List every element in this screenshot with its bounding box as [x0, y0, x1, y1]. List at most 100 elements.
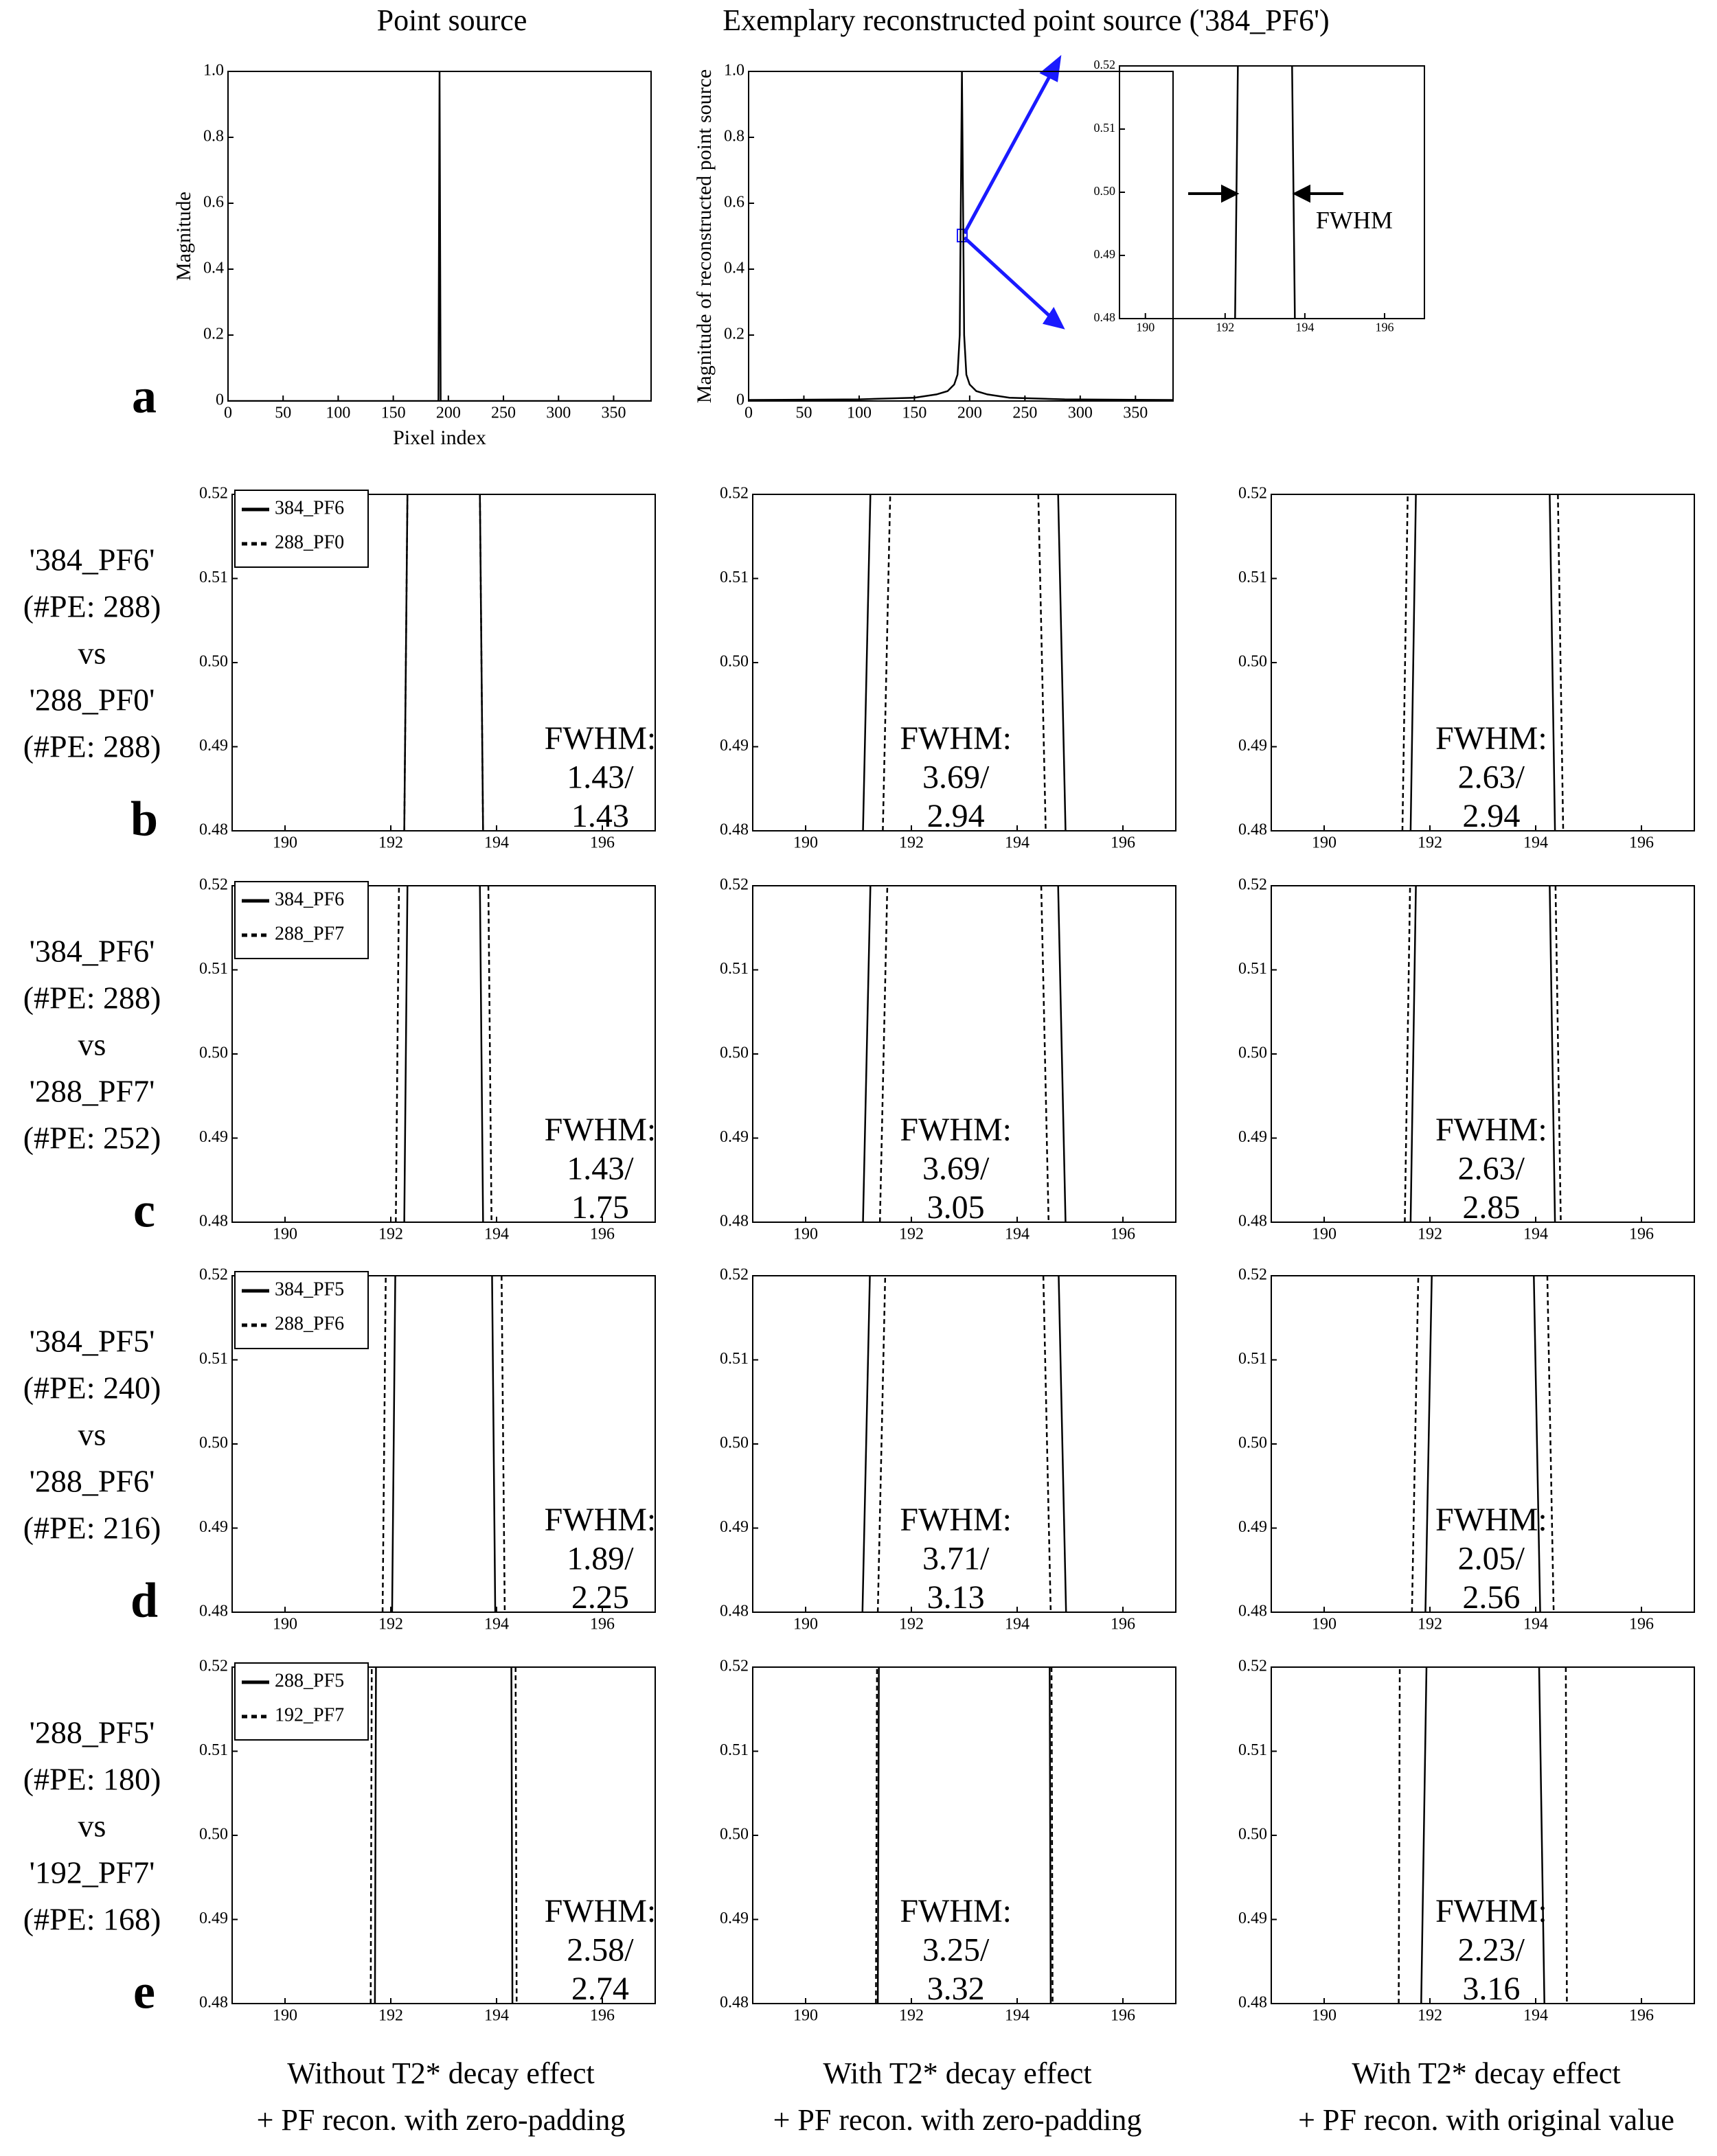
y-tick-label: 0.52: [720, 1658, 749, 1675]
x-tick-label: 194: [1005, 1616, 1030, 1633]
annotation: 3.71/: [922, 1541, 990, 1577]
annotation: 3.32: [927, 1971, 985, 2007]
data-line: [875, 1667, 1054, 2004]
row-label: (#PE: 216): [23, 1511, 161, 1546]
arrow-head: [1039, 54, 1062, 82]
x-tick-label: 196: [1111, 2007, 1135, 2025]
x-tick-label: 194: [1523, 834, 1548, 852]
y-tick-label: 0.52: [720, 485, 749, 503]
data-line: [403, 886, 484, 1222]
data-line: [1424, 1276, 1541, 1612]
column-footer: Without T2* decay effect: [287, 2056, 594, 2090]
y-tick-label: 0.51: [1238, 1741, 1267, 1759]
data-line: [381, 1276, 506, 1612]
x-tick-label: 190: [1312, 834, 1337, 852]
x-tick-label: 196: [1111, 1226, 1135, 1243]
y-tick-label: 0.52: [199, 1266, 228, 1284]
chart: 190 192 194 196 0.48 0.49 0.50 0.51 0.52 FWHM: [1094, 58, 1425, 334]
y-tick-label: 0.50: [1094, 184, 1116, 198]
y-axis-label: Magnitude of reconstructed point source: [693, 69, 716, 404]
row-label: (#PE: 288): [23, 980, 161, 1016]
row-label: '384_PF5': [30, 1324, 155, 1359]
data-line: [369, 1667, 518, 2004]
data-line: [862, 494, 1067, 831]
y-tick-label: 0.49: [720, 1128, 749, 1146]
legend-label: 288_PF6: [275, 1313, 344, 1334]
fwhm-arrows: [1188, 184, 1343, 203]
data-line: [1411, 1276, 1555, 1612]
column-footer: With T2* decay effect: [1352, 2056, 1620, 2090]
y-tick-label: 0.48: [199, 1213, 228, 1230]
y-tick-label: 0.51: [1238, 960, 1267, 978]
legend-label: 384_PF6: [275, 888, 344, 910]
x-tick-label: 194: [1005, 834, 1030, 852]
data-line: [1234, 66, 1296, 319]
y-tick-label: 0.49: [720, 1910, 749, 1927]
x-tick-label: 350: [1123, 404, 1148, 422]
x-tick-label: 196: [590, 834, 615, 852]
legend-box: [234, 490, 369, 568]
x-tick-label: 194: [484, 1616, 509, 1633]
legend-box: [234, 1271, 369, 1349]
annotation: 3.16: [1462, 1971, 1520, 2007]
annotation: FWHM:: [900, 1502, 1012, 1538]
x-tick-label: 190: [273, 1616, 297, 1633]
x-tick-label: 196: [590, 1616, 615, 1633]
data-line: [1401, 494, 1565, 831]
x-tick-label: 150: [381, 404, 406, 422]
column-header: Exemplary reconstructed point source ('3…: [723, 3, 1329, 37]
chart: 190 192 194 196 0.48 0.49 0.50 0.51 0.52 FWHM:2.6…: [1238, 485, 1695, 852]
column-footer: With T2* decay effect: [823, 2056, 1091, 2090]
x-tick-label: 192: [1418, 2007, 1442, 2025]
annotation: 1.43: [571, 798, 629, 834]
data-line: [403, 494, 484, 831]
y-tick-label: 0.49: [1094, 247, 1116, 261]
panel-letter: e: [133, 1964, 155, 2019]
annotation: 3.69/: [922, 759, 990, 796]
y-tick-label: 0.48: [1238, 821, 1267, 839]
chart: 190 192 194 196 0.48 0.49 0.50 0.51 0.52 FWHM:2.6…: [1238, 876, 1695, 1243]
x-tick-label: 192: [378, 834, 403, 852]
y-tick-label: 0.49: [1238, 1128, 1267, 1146]
y-tick-label: 0.48: [199, 821, 228, 839]
x-tick-label: 100: [326, 404, 350, 422]
y-tick-label: 0.48: [1094, 310, 1116, 324]
y-tick-label: 0.50: [1238, 653, 1267, 671]
row-label: '384_PF6': [30, 934, 155, 969]
y-tick-label: 0.48: [1238, 1213, 1267, 1230]
x-axis-label: Pixel index: [393, 426, 486, 449]
annotation: FWHM:: [1435, 1112, 1547, 1148]
y-tick-label: 0.48: [199, 1603, 228, 1620]
x-tick-label: 50: [275, 404, 291, 422]
chart: 190 192 194 196 0.48 0.49 0.50 0.51 0.52 FWHM:3.6…: [720, 485, 1176, 852]
row-label: (#PE: 168): [23, 1902, 161, 1937]
x-tick-label: 196: [1375, 321, 1394, 334]
annotation: 3.13: [927, 1579, 985, 1616]
x-tick-label: 196: [1629, 834, 1654, 852]
y-tick-label: 0.50: [1238, 1434, 1267, 1452]
y-tick-label: 0.48: [720, 1213, 749, 1230]
panel-letter: b: [130, 792, 158, 847]
data-line: [862, 886, 1067, 1222]
data-line: [882, 494, 1047, 831]
chart: 190 192 194 196 0.48 0.49 0.50 0.51 0.52 384_PF6 2…: [199, 876, 656, 1243]
y-tick-label: 0.48: [1238, 1994, 1267, 2012]
zoom-arrow: [962, 73, 1053, 235]
y-tick-label: 0.50: [720, 1826, 749, 1844]
row-label: vs: [78, 1417, 106, 1452]
chart: 0 50 100 150 200 250 300 350 0 0.2 0.4 0.6 0.8 1.0 Pix…: [172, 62, 652, 449]
y-tick-label: 0.50: [1238, 1044, 1267, 1062]
chart: 190 192 194 196 0.48 0.49 0.50 0.51 0.52 FWHM:3.7…: [720, 1266, 1176, 1633]
x-tick-label: 190: [273, 834, 297, 852]
column-footer: + PF recon. with zero-padding: [773, 2103, 1142, 2137]
data-line: [1409, 494, 1556, 831]
y-tick-label: 0.51: [1238, 569, 1267, 586]
data-line: [391, 1276, 497, 1612]
annotation: FWHM:: [1435, 1502, 1547, 1538]
x-tick-label: 192: [378, 1226, 403, 1243]
x-tick-label: 190: [793, 1226, 818, 1243]
y-tick-label: 0.50: [720, 1434, 749, 1452]
panel-letter: d: [130, 1573, 158, 1628]
chart: 190 192 194 196 0.48 0.49 0.50 0.51 0.52 FWHM:3.6…: [720, 876, 1176, 1243]
chart: 0 50 100 150 200 250 300 350 0 0.2 0.4 0.6 0.8 1.0 Mag…: [693, 62, 1174, 422]
